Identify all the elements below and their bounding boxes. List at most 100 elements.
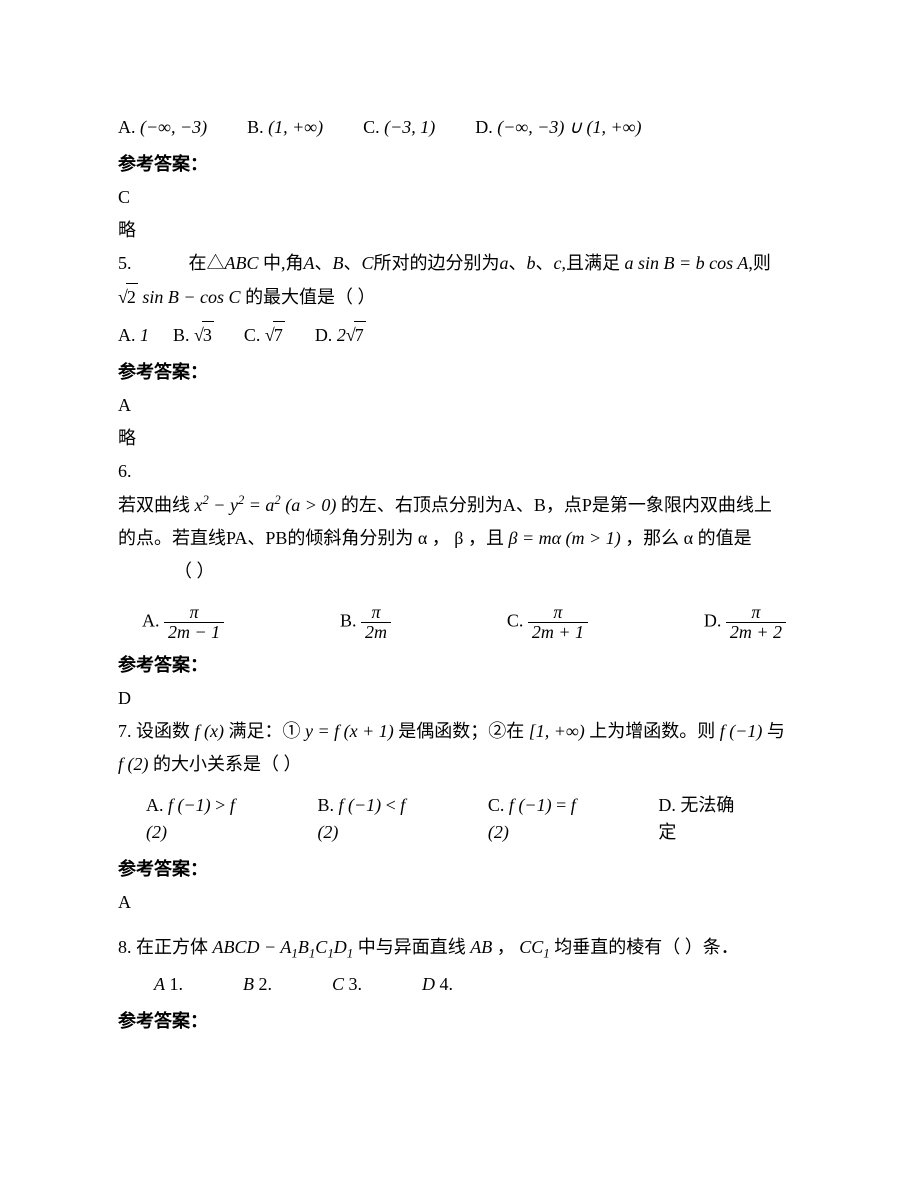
q4-answer: C [118,184,810,211]
text: 与 [767,721,785,741]
q5-answer: A [118,392,810,419]
q7-stem-line2: f (2) 的大小关系是（ ） [118,751,810,778]
condition: a sin B = b cos A [625,253,749,273]
label: B. [340,611,357,631]
num: π [726,603,786,622]
text: 的点。若直线PA、PB的倾斜角分别为 α ， β ，且 [118,528,504,548]
label: D [422,974,435,994]
prefix: 2 [337,325,346,345]
content: (1, +∞) [268,117,323,137]
den: 2m − 1 [164,622,224,642]
b: b [527,253,536,273]
q6-option-c: C. π 2m + 1 [507,603,588,642]
y-eq: y = f (x + 1) [305,721,394,741]
q7-option-b: B. f (−1) < f (2) [317,792,427,846]
q8-stem: 8. 在正方体 ABCD − A1B1C1D1 中与异面直线 AB ， CC1 … [118,934,810,963]
label: B. [247,117,264,137]
q5-stem-line2: 2 sin B − cos C 的最大值是（ ） [118,283,810,311]
text: 满足：① [228,721,300,741]
q6-answer: D [118,685,810,712]
q8-option-a: A 1. [154,971,183,998]
fminus1: f (−1) [720,721,763,741]
fraction: π 2m + 1 [528,603,588,642]
q5-answer-label: 参考答案： [118,359,810,386]
num: π [361,603,391,622]
q8-answer-label: 参考答案： [118,1008,810,1035]
label: D. [475,117,493,137]
fraction: π 2m [361,603,391,642]
q6-answer-label: 参考答案： [118,652,810,679]
q7-options: A. f (−1) > f (2) B. f (−1) < f (2) C. f… [146,792,810,846]
interval: [1, +∞) [529,721,585,741]
label: C. [244,325,261,345]
label: D. [658,795,676,815]
den: 2m + 1 [528,622,588,642]
content: (−3, 1) [384,117,435,137]
q7-option-c: C. f (−1) = f (2) [488,792,598,846]
exam-page: A. (−∞, −3) B. (1, +∞) C. (−3, 1) D. (−∞… [0,0,920,1081]
text: 中,角 [263,253,304,273]
q6-option-d: D. π 2m + 2 [704,603,786,642]
text: 的大小关系是（ ） [153,754,302,774]
B: B [333,253,344,273]
q7-answer: A [118,889,810,916]
a: a [500,253,509,273]
content: 3 [194,321,214,349]
q-number: 8. [118,937,136,957]
q5-option-b: B. 3 [173,321,214,349]
text: 所对的边分别为 [374,253,500,273]
text: ,则 [748,253,771,273]
q4-note: 略 [118,217,810,244]
text: ,且满足 [562,253,621,273]
q6-line2: 的点。若直线PA、PB的倾斜角分别为 α ， β ，且 β = mα (m > … [118,525,810,552]
q7-option-a: A. f (−1) > f (2) [146,792,257,846]
text: 4. [440,974,454,994]
label: A. [118,117,136,137]
content: (−∞, −3) [140,117,207,137]
sqrt2: 2 [118,283,138,311]
q4-option-d: D. (−∞, −3) ∪ (1, +∞) [475,114,641,141]
text: ，那么 α 的值是 [625,528,751,548]
fx: f (x) [195,721,224,741]
text: 在正方体 [136,937,208,957]
q4-answer-label: 参考答案： [118,151,810,178]
label: C. [363,117,380,137]
content: 7 [265,321,285,349]
q5-stem-line1: 5. 在△ABC 中,角A、B、C所对的边分别为a、b、c,且满足 a sin … [118,250,810,277]
q8-option-b: B 2. [243,971,272,998]
q7-stem-line1: 7. 设函数 f (x) 满足：① y = f (x + 1) 是偶函数；②在 … [118,718,810,745]
q5-option-a: A. 1 [118,322,149,349]
cube: ABCD − A1B1C1D1 [213,937,354,957]
expr: sin B − cos C [142,287,240,307]
beta-cond: β = mα (m > 1) [508,528,620,548]
text: 2. [259,974,273,994]
text: 的最大值是（ ） [245,287,376,307]
label: B [243,974,254,994]
q4-option-c: C. (−3, 1) [363,114,435,141]
label: B. [173,325,190,345]
text: 在△ [189,253,225,273]
C: C [362,253,374,273]
q6-number: 6. [118,458,810,485]
text: 3. [349,974,363,994]
q-number: 7. [118,721,136,741]
num: π [528,603,588,622]
num: π [164,603,224,622]
text: 中与异面直线 [358,937,466,957]
q8-option-d: D 4. [422,971,453,998]
content: 1 [140,325,149,345]
content: 7 [346,321,366,349]
q-number: 5. [118,253,132,273]
q6-options: A. π 2m − 1 B. π 2m C. π 2m + 1 D. π 2m [142,603,786,642]
q8-option-c: C 3. [332,971,362,998]
q4-options: A. (−∞, −3) B. (1, +∞) C. (−3, 1) D. (−∞… [118,114,810,141]
q8-options: A 1. B 2. C 3. D 4. [154,971,810,998]
label: C. [507,611,524,631]
text: 若双曲线 [118,495,190,515]
AB: AB [470,937,492,957]
q7-option-d: D. 无法确定 [658,792,750,846]
q5-option-d: D. 27 [315,321,366,349]
label: D. [704,611,722,631]
fraction: π 2m − 1 [164,603,224,642]
label: C. [488,795,505,815]
